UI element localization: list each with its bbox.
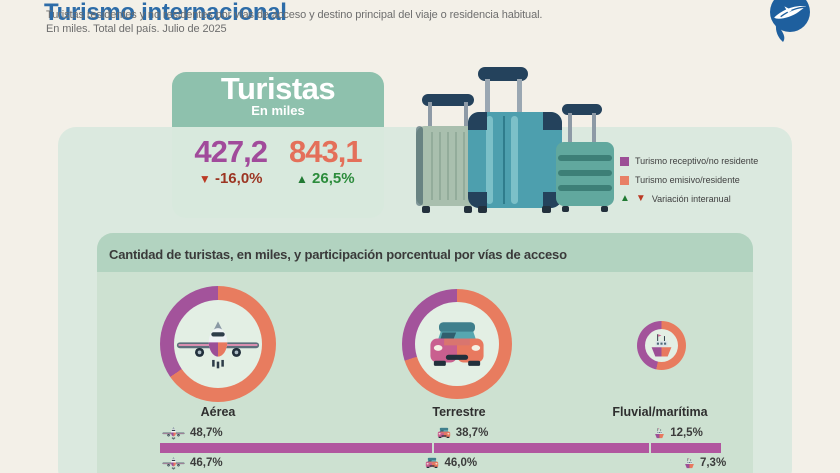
aerea-donut-hole	[174, 300, 262, 388]
airplane-icon	[176, 318, 260, 370]
page-title: Turismo internacional	[44, 0, 287, 27]
receptive-summary: 427,2 ▼ -16,0%	[194, 134, 268, 218]
up-triangle-icon: ▲	[620, 193, 630, 204]
pct-value: 12,5%	[670, 427, 703, 439]
legend-item-emissive: Turismo emisivo/residente	[620, 174, 758, 186]
fluvial-label: Fluvial/marítima	[612, 405, 708, 419]
aerea-donut-chart	[160, 286, 276, 402]
legend-item-receptive: Turismo receptivo/no residente	[620, 155, 758, 167]
receptive-total-value: 427,2	[194, 134, 268, 169]
pct-value: 38,7%	[455, 427, 489, 439]
pct-value: 46,0%	[444, 457, 478, 469]
turistas-summary-card: Turistas En miles 427,2 ▼ -16,0% 843,1 ▲…	[172, 72, 384, 218]
up-triangle-icon: ▲	[295, 172, 308, 186]
fluvial-donut-hole	[645, 329, 678, 362]
terrestre-donut-hole	[415, 302, 499, 386]
turistas-card-header: Turistas En miles	[172, 72, 384, 127]
car-icon	[425, 457, 439, 469]
emissive-variation: ▲ 26,5%	[289, 170, 362, 187]
pct-value: 48,7%	[190, 427, 223, 439]
bar-segment-aerea	[160, 443, 432, 453]
receptive-variation: ▼ -16,0%	[194, 170, 267, 187]
ship-icon	[684, 457, 695, 470]
legend-item-variation: ▲ ▼ Variación interanual	[620, 193, 758, 205]
emissive-summary: 843,1 ▲ 26,5%	[289, 134, 363, 218]
subtitle-line-2: En miles. Total del país. Julio de 2025	[46, 22, 227, 35]
car-icon	[427, 321, 487, 368]
turistas-card-body: 427,2 ▼ -16,0% 843,1 ▲ 26,5%	[172, 127, 384, 218]
ship-icon	[654, 427, 665, 440]
receptive-pct-fluvial: 12,5%	[654, 426, 703, 440]
down-triangle-icon: ▼	[635, 193, 646, 204]
bar-segment-terrestre	[433, 443, 650, 453]
down-triangle-icon: ▼	[198, 172, 211, 186]
emissive-swatch-icon	[620, 175, 629, 185]
card-subtitle: En miles	[251, 103, 305, 118]
receptive-pct-terrestre: 38,7%	[437, 426, 489, 440]
aerea-label: Aérea	[200, 405, 236, 419]
airplane-globe-logo-icon	[769, 0, 811, 43]
legend-receptive-label: Turismo receptivo/no residente	[635, 156, 759, 166]
pct-value: 7,3%	[699, 457, 727, 469]
receptive-variation-value: -16,0%	[214, 170, 263, 187]
legend-emissive-label: Turismo emisivo/residente	[635, 175, 740, 185]
airplane-icon	[162, 456, 185, 470]
fluvial-donut-chart	[637, 321, 686, 370]
suitcases-illustration	[408, 60, 620, 213]
terrestre-label: Terrestre	[432, 405, 486, 419]
panel-title: Cantidad de turistas, en miles, y partic…	[109, 247, 567, 262]
emissive-variation-value: 26,5%	[312, 170, 355, 187]
subtitle-line-1: Turistas residentes y no residentes por …	[46, 9, 543, 21]
legend-variation-label: Variación interanual	[651, 194, 731, 204]
legend: Turismo receptivo/no residente Turismo e…	[620, 155, 758, 212]
receptive-pct-aerea: 48,7%	[162, 426, 223, 440]
airplane-icon	[162, 426, 185, 440]
receptive-share-stacked-bar	[160, 443, 722, 453]
page-subtitle: Turistas residentes y no residentes por …	[46, 9, 543, 36]
emissive-total-value: 843,1	[289, 134, 363, 169]
terrestre-donut-chart	[402, 289, 512, 399]
receptive-swatch-icon	[620, 156, 629, 166]
access-modes-panel: Cantidad de turistas, en miles, y partic…	[97, 233, 753, 473]
card-title: Turistas	[220, 72, 336, 106]
pct-value: 46,7%	[190, 457, 223, 469]
emissive-pct-aerea: 46,7%	[162, 456, 223, 470]
panel-header	[97, 233, 753, 272]
emissive-pct-fluvial: 7,3%	[684, 456, 726, 470]
emissive-pct-terrestre: 46,0%	[425, 456, 477, 470]
car-icon	[437, 427, 451, 439]
bar-segment-fluvial	[651, 443, 722, 453]
ship-icon	[649, 333, 674, 359]
